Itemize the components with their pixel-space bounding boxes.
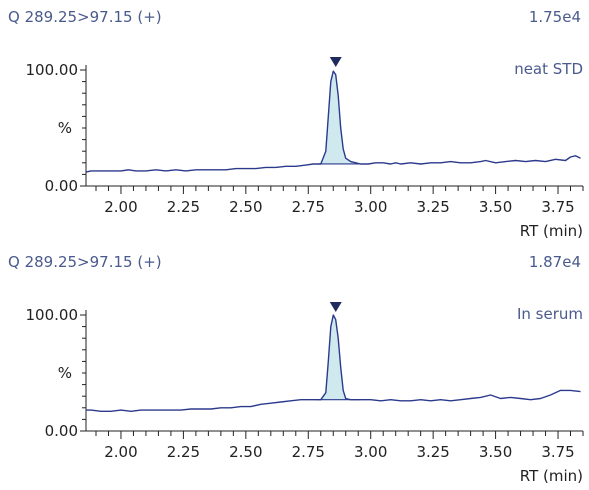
peak-area [315,315,361,400]
y-tick-label: 100.00 [26,306,79,324]
y-axis-label: % [58,119,72,137]
x-tick-label: 3.25 [416,443,449,461]
chromatogram-plot: 100.00 0.00% 2.00 2.25 2.50 2.75 3.00 3.25 3.50 3… [26,57,584,240]
x-tick-label: 3.25 [416,198,449,216]
chromatogram-plot: 100.00 0.00% 2.00 2.25 2.50 2.75 3.00 3.25 3.50 3… [26,302,584,485]
chromatogram-panel-in-serum: Q 289.25>97.15 (+) 1.87e4 100.00 0.00% 2.0… [0,245,589,490]
peak-marker [329,302,342,312]
y-tick-label: 0.00 [45,422,78,440]
trace-annotation: neat STD [514,60,583,78]
x-axis-label: RT (min) [520,467,583,485]
trace-annotation: In serum [517,305,583,323]
chromatogram-trace [85,70,581,173]
x-tick-label: 3.50 [479,443,512,461]
x-tick-label: 3.00 [354,198,387,216]
intensity-label: 1.87e4 [528,253,581,271]
x-tick-label: 2.75 [292,198,325,216]
x-tick-label: 3.00 [354,443,387,461]
peak-marker [329,57,342,67]
x-tick-label: 3.75 [541,443,574,461]
channel-label: Q 289.25>97.15 (+) [8,253,162,271]
intensity-label: 1.75e4 [528,8,581,26]
x-tick-label: 2.00 [104,443,137,461]
x-tick-label: 2.50 [229,443,262,461]
x-tick-label: 2.50 [229,198,262,216]
x-tick-label: 2.25 [167,443,200,461]
y-tick-label: 100.00 [26,61,79,79]
x-tick-label: 3.75 [541,198,574,216]
x-tick-label: 3.50 [479,198,512,216]
x-axis-label: RT (min) [520,222,583,240]
x-tick-label: 2.25 [167,198,200,216]
channel-label: Q 289.25>97.15 (+) [8,8,162,26]
chromatogram-trace [86,314,581,412]
y-tick-label: 0.00 [45,177,78,195]
y-axis-label: % [58,364,72,382]
x-tick-label: 2.00 [104,198,137,216]
x-tick-label: 2.75 [292,443,325,461]
chromatogram-panel-neat-std: Q 289.25>97.15 (+) 1.75e4 100.00 0.00% 2.0… [8,8,584,240]
